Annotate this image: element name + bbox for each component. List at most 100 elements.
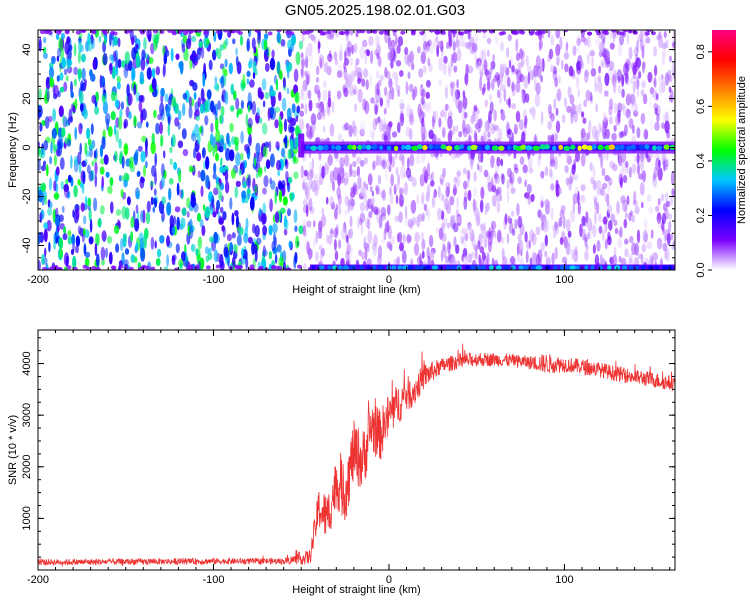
noise-blob bbox=[208, 59, 213, 71]
noise-blob bbox=[392, 71, 398, 80]
noise-blob bbox=[274, 119, 279, 129]
noise-blob bbox=[601, 182, 608, 189]
edge-blob bbox=[128, 266, 134, 270]
noise-blob bbox=[92, 58, 97, 70]
noise-blob bbox=[568, 176, 574, 185]
carrier-mark bbox=[330, 144, 336, 150]
noise-blob bbox=[507, 167, 512, 178]
noise-blob bbox=[597, 213, 602, 223]
noise-blob bbox=[113, 224, 120, 235]
noise-blob bbox=[118, 115, 123, 130]
edge-blob bbox=[231, 30, 237, 34]
noise-blob bbox=[524, 231, 528, 243]
noise-blob bbox=[124, 207, 130, 220]
noise-blob bbox=[276, 60, 281, 74]
carrier-mark bbox=[552, 145, 557, 151]
noise-blob bbox=[317, 89, 321, 102]
edge-blob bbox=[183, 31, 188, 36]
noise-blob bbox=[421, 150, 426, 164]
noise-blob bbox=[587, 231, 591, 240]
noise-blob bbox=[146, 200, 151, 213]
noise-blob bbox=[205, 255, 210, 263]
noise-blob bbox=[94, 162, 98, 175]
noise-blob bbox=[588, 119, 592, 134]
noise-blob bbox=[479, 246, 485, 254]
noise-blob bbox=[200, 169, 206, 182]
carrier-mark bbox=[386, 145, 392, 151]
carrier-mark bbox=[525, 145, 533, 151]
edge-blob bbox=[215, 264, 221, 269]
noise-blob bbox=[116, 81, 121, 90]
noise-blob bbox=[248, 236, 253, 244]
noise-blob bbox=[549, 151, 555, 165]
noise-blob bbox=[247, 117, 253, 128]
noise-blob bbox=[623, 218, 628, 229]
noise-blob bbox=[67, 58, 71, 66]
noise-blob bbox=[318, 244, 323, 252]
noise-blob bbox=[617, 102, 623, 113]
noise-blob bbox=[48, 177, 53, 191]
noise-blob bbox=[641, 80, 646, 89]
noise-blob bbox=[372, 161, 376, 171]
noise-blob bbox=[299, 110, 304, 117]
noise-blob bbox=[518, 119, 524, 131]
noise-blob bbox=[477, 151, 484, 163]
noise-blob bbox=[492, 178, 497, 189]
noise-blob bbox=[463, 196, 468, 210]
edge-blob bbox=[45, 30, 51, 34]
noise-blob bbox=[389, 193, 394, 205]
noise-blob bbox=[359, 185, 364, 197]
noise-blob bbox=[282, 77, 286, 88]
noise-blob bbox=[515, 38, 519, 52]
noise-blob bbox=[53, 232, 56, 245]
noise-blob bbox=[351, 169, 357, 178]
noise-blob bbox=[420, 51, 426, 64]
noise-blob bbox=[246, 188, 251, 195]
noise-blob bbox=[371, 131, 375, 141]
noise-blob bbox=[318, 220, 323, 233]
noise-blob bbox=[513, 123, 519, 135]
noise-blob bbox=[38, 88, 42, 101]
noise-blob bbox=[287, 176, 293, 184]
noise-blob bbox=[466, 224, 473, 235]
noise-blob bbox=[151, 67, 156, 79]
noise-blob bbox=[608, 220, 613, 231]
noise-blob bbox=[433, 110, 439, 122]
noise-blob bbox=[336, 167, 341, 176]
noise-blob bbox=[38, 231, 41, 245]
noise-blob bbox=[263, 39, 268, 51]
noise-blob bbox=[479, 48, 484, 60]
carrier-mark bbox=[342, 144, 349, 150]
noise-blob bbox=[224, 169, 229, 183]
noise-blob bbox=[224, 58, 228, 68]
noise-blob bbox=[94, 106, 100, 115]
edge-blob bbox=[305, 30, 310, 35]
edge-blob bbox=[419, 31, 425, 36]
noise-blob bbox=[421, 212, 425, 222]
edge-line-mark bbox=[510, 265, 517, 270]
colorbar-tick-label: 0.2 bbox=[695, 208, 707, 223]
noise-blob bbox=[123, 259, 129, 267]
noise-blob bbox=[74, 126, 77, 140]
noise-blob bbox=[425, 209, 429, 216]
noise-blob bbox=[462, 167, 467, 175]
noise-blob bbox=[531, 233, 537, 246]
noise-blob bbox=[359, 218, 363, 226]
noise-blob bbox=[636, 127, 641, 139]
edge-line-mark bbox=[465, 265, 470, 270]
noise-blob bbox=[306, 172, 310, 180]
noise-blob bbox=[39, 123, 43, 132]
noise-blob bbox=[514, 167, 519, 174]
noise-blob bbox=[79, 142, 82, 155]
noise-blob bbox=[138, 95, 144, 102]
noise-blob bbox=[526, 239, 530, 250]
noise-blob bbox=[630, 93, 636, 107]
noise-blob bbox=[425, 79, 431, 88]
noise-blob bbox=[428, 62, 433, 73]
noise-blob bbox=[52, 108, 56, 122]
noise-blob bbox=[600, 60, 605, 68]
noise-blob bbox=[150, 196, 154, 206]
noise-blob bbox=[58, 37, 64, 52]
noise-blob bbox=[70, 248, 75, 255]
noise-blob bbox=[510, 210, 515, 217]
